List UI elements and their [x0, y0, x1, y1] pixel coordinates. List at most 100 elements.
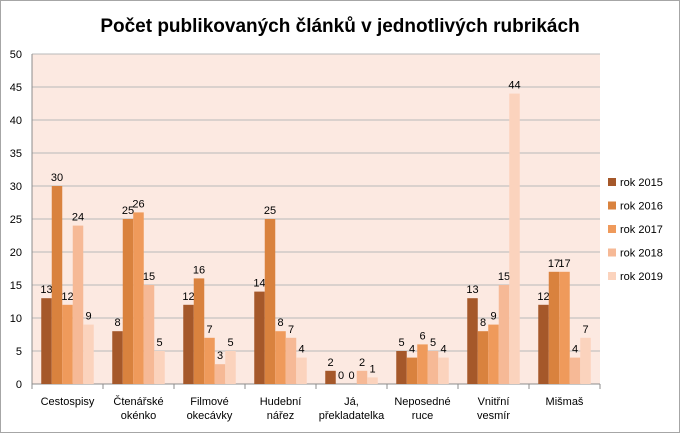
bar	[62, 304, 73, 384]
bar	[509, 93, 520, 384]
bar	[183, 304, 194, 384]
data-label: 26	[132, 198, 144, 210]
data-label: 9	[490, 311, 496, 323]
bar	[254, 291, 265, 384]
bar	[406, 357, 418, 384]
data-label: 7	[206, 324, 212, 336]
x-tick-label: Já,	[344, 396, 359, 408]
legend-label: rok 2019	[620, 271, 663, 283]
y-tick-label: 20	[10, 247, 22, 259]
bar	[559, 271, 570, 384]
bar	[477, 331, 489, 384]
bar	[325, 370, 336, 384]
data-label: 24	[72, 212, 84, 224]
data-label: 12	[537, 291, 549, 303]
y-tick-label: 25	[10, 214, 22, 226]
x-tick-label: Mišmaš	[546, 396, 584, 408]
bar	[275, 331, 286, 384]
bar	[498, 285, 510, 384]
data-label: 13	[40, 284, 52, 296]
bar	[83, 324, 94, 384]
data-label: 5	[398, 337, 404, 349]
bar	[467, 298, 478, 384]
y-tick-label: 5	[16, 346, 22, 358]
data-label: 8	[277, 317, 283, 329]
data-label: 5	[430, 337, 436, 349]
x-tick-label: Vnitřní	[478, 396, 510, 408]
data-label: 8	[114, 317, 120, 329]
bar	[193, 278, 205, 384]
data-label: 25	[264, 205, 276, 217]
x-tick-label: Hudební	[260, 396, 302, 408]
y-tick-label: 0	[16, 379, 22, 391]
data-label: 4	[298, 344, 304, 356]
data-label: 3	[217, 350, 223, 362]
legend-swatch	[608, 225, 616, 233]
legend-label: rok 2016	[620, 201, 663, 213]
data-label: 4	[440, 344, 446, 356]
x-tick-label: Čtenářské	[113, 395, 163, 408]
data-label: 7	[288, 324, 294, 336]
legend-swatch	[608, 272, 616, 280]
legend-label: rok 2015	[620, 177, 663, 189]
x-tick-label: Filmové	[190, 396, 229, 408]
data-label: 5	[227, 337, 233, 349]
data-label: 7	[582, 324, 588, 336]
data-label: 8	[480, 317, 486, 329]
legend-swatch	[608, 248, 616, 257]
data-label: 4	[409, 344, 415, 356]
x-tick-label: vesmír	[477, 410, 510, 422]
data-label: 14	[253, 278, 265, 290]
bar	[580, 337, 591, 384]
data-label: 17	[548, 258, 560, 270]
y-tick-label: 30	[10, 181, 22, 193]
x-tick-label: Neposedné	[394, 396, 450, 408]
x-tick-label: okénko	[121, 410, 156, 422]
y-tick-label: 45	[10, 82, 22, 94]
bar	[548, 271, 560, 384]
bar	[417, 344, 428, 384]
bar	[41, 298, 52, 384]
bar	[133, 212, 144, 384]
bar	[112, 331, 123, 384]
data-label: 9	[85, 311, 91, 323]
legend-swatch	[608, 201, 616, 210]
legend-label: rok 2018	[620, 248, 663, 260]
x-tick-label: překladatelka	[319, 410, 385, 422]
bar	[204, 337, 215, 384]
data-label: 2	[359, 357, 365, 369]
data-label: 44	[508, 80, 520, 92]
data-label: 12	[61, 291, 73, 303]
x-tick-label: nářez	[267, 410, 295, 422]
bar	[427, 351, 439, 384]
bar	[569, 357, 581, 384]
bar	[488, 324, 499, 384]
y-tick-label: 50	[10, 49, 22, 61]
bar	[396, 351, 407, 384]
y-tick-label: 40	[10, 115, 22, 127]
data-label: 0	[348, 370, 354, 382]
chart-title: Počet publikovaných článků v jednotlivýc…	[100, 16, 580, 37]
data-label: 2	[327, 357, 333, 369]
data-label: 4	[572, 344, 578, 356]
data-label: 0	[338, 370, 344, 382]
data-label: 30	[51, 172, 63, 184]
y-tick-label: 35	[10, 148, 22, 160]
bar	[122, 219, 134, 384]
data-label: 16	[193, 264, 205, 276]
bar	[72, 225, 84, 384]
y-tick-label: 10	[10, 313, 22, 325]
data-label: 17	[558, 258, 570, 270]
bar	[356, 370, 368, 384]
bar	[296, 357, 307, 384]
bar	[225, 351, 236, 384]
data-label: 12	[182, 291, 194, 303]
bar	[285, 337, 297, 384]
data-label: 15	[143, 271, 155, 283]
x-tick-label: ruce	[412, 410, 433, 422]
x-tick-label: Cestospisy	[41, 396, 95, 408]
data-label: 1	[369, 363, 375, 375]
legend-label: rok 2017	[620, 224, 663, 236]
x-tick-label: okecávky	[187, 410, 233, 422]
